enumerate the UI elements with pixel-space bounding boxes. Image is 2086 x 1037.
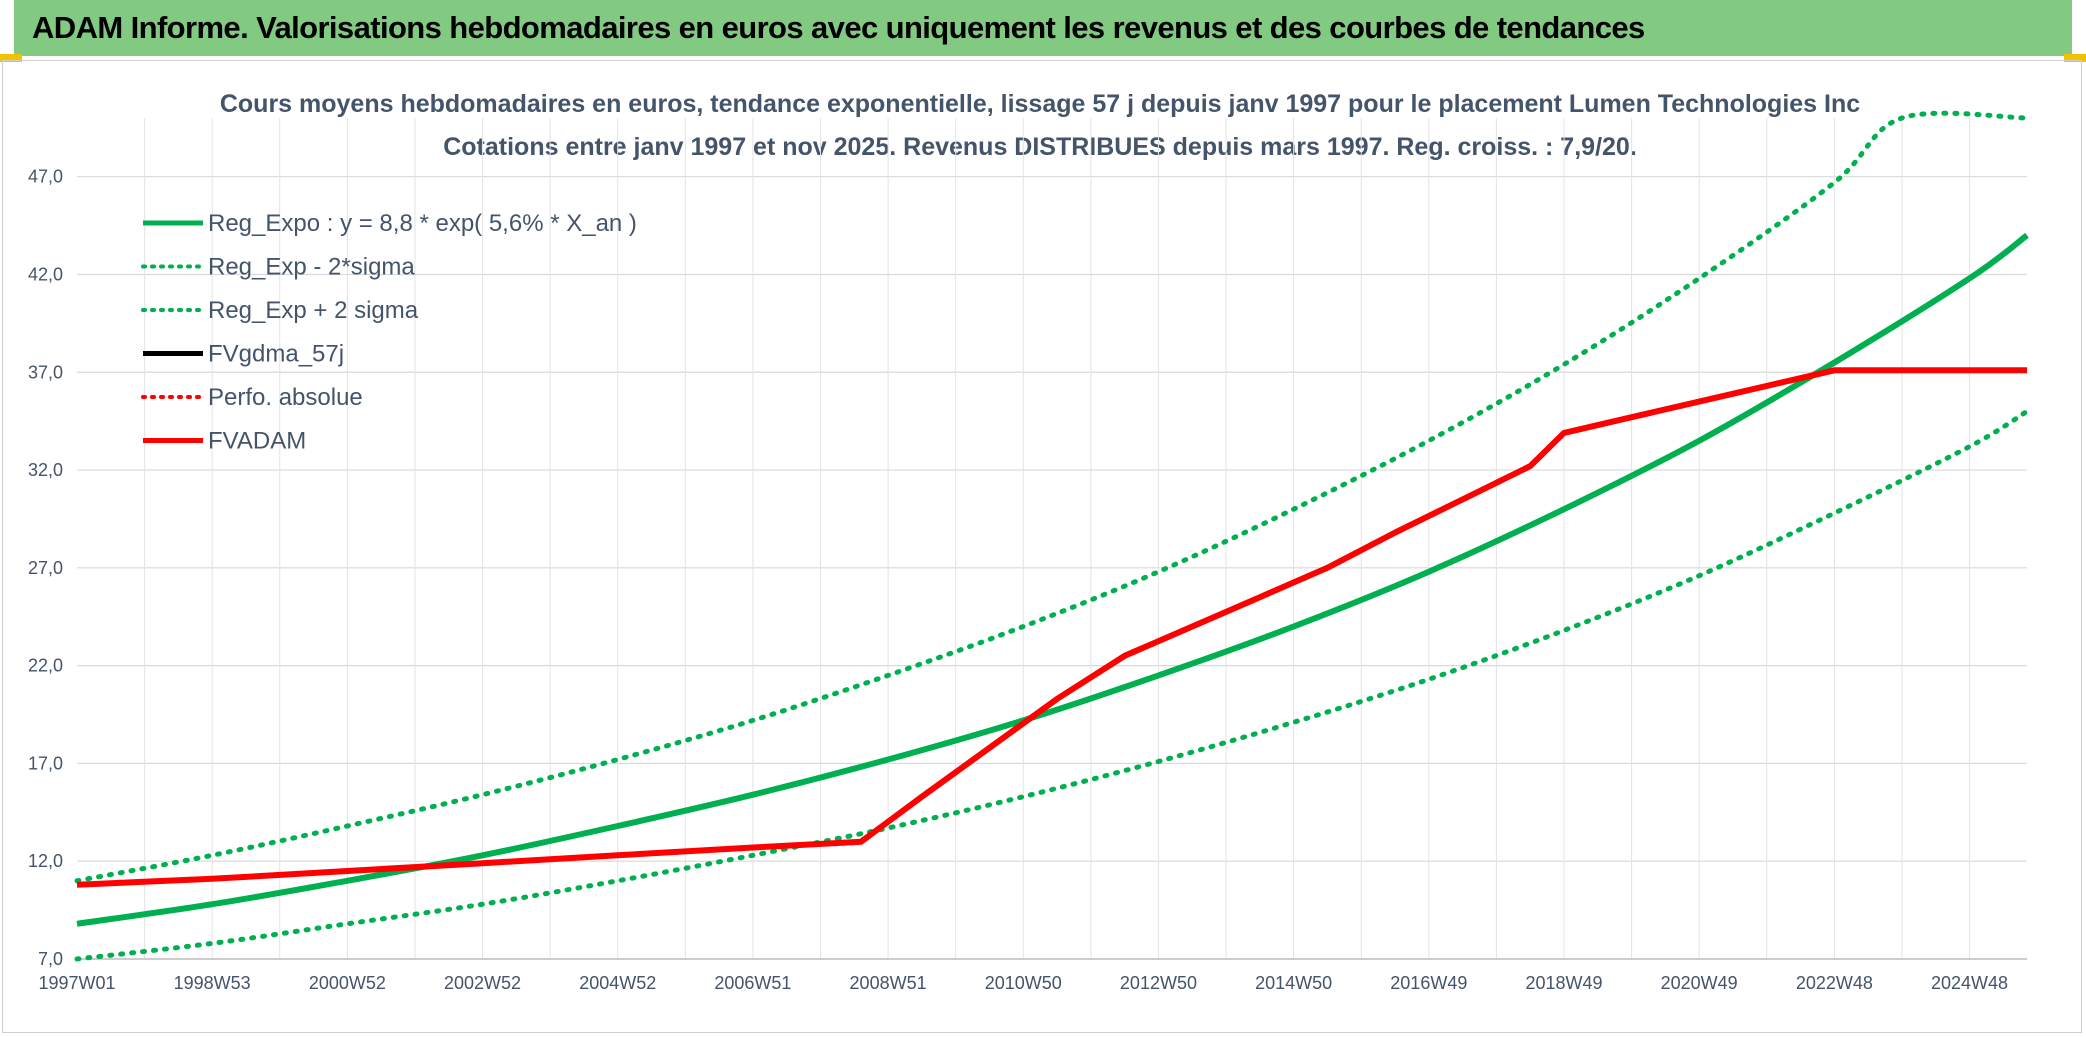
x-tick-label: 2024W48 [1931, 973, 2008, 993]
legend-label: Perfo. absolue [208, 384, 363, 411]
y-tick-label: 17,0 [28, 753, 63, 773]
x-tick-label: 1997W01 [38, 973, 115, 993]
y-tick-label: 32,0 [28, 460, 63, 480]
chart-frame [2, 60, 2082, 1033]
legend-label: FVgdma_57j [208, 341, 344, 368]
x-tick-label: 2002W52 [444, 973, 521, 993]
x-tick-label: 2004W52 [579, 973, 656, 993]
x-tick-label: 2008W51 [850, 973, 927, 993]
x-axis: 1997W01 1998W53 2000W52 2002W52 2004W52 2006W… [38, 973, 2008, 993]
report-header: ADAM Informe. Valorisations hebdomadaire… [14, 0, 2072, 56]
y-tick-label: 12,0 [28, 851, 63, 871]
legend-label: Reg_Exp + 2 sigma [208, 297, 419, 324]
x-tick-label: 2022W48 [1796, 973, 1873, 993]
y-axis: 7,0 12,0 17,0 22,0 27,0 32,0 37,0 42,0 47,0 [28, 167, 63, 969]
x-tick-label: 2020W49 [1661, 973, 1738, 993]
grid-lines [77, 118, 2027, 960]
corner-accent-right [2064, 54, 2086, 62]
corner-accent-left [0, 54, 22, 62]
x-tick-label: 2016W49 [1390, 973, 1467, 993]
chart-title: Cours moyens hebdomadaires en euros, ten… [220, 90, 1860, 118]
x-tick-label: 2014W50 [1255, 973, 1332, 993]
x-tick-label: 1998W53 [174, 973, 251, 993]
legend: Reg_Expo : y = 8,8 * exp( 5,6% * X_an ) R… [141, 210, 637, 455]
series-line [74, 408, 2030, 962]
report-title: ADAM Informe. Valorisations hebdomadaire… [32, 10, 1645, 45]
chart-subtitle: Cotations entre janv 1997 et nov 2025. R… [443, 133, 1637, 161]
y-tick-label: 37,0 [28, 362, 63, 382]
x-tick-label: 2010W50 [985, 973, 1062, 993]
series-line [76, 367, 2027, 888]
x-tick-label: 2012W50 [1120, 973, 1197, 993]
legend-label: FVADAM [208, 428, 306, 455]
series-lines [74, 110, 2030, 962]
y-tick-label: 47,0 [28, 167, 63, 187]
series-line [74, 110, 2030, 884]
legend-label: Reg_Expo : y = 8,8 * exp( 5,6% * X_an ) [208, 210, 637, 237]
y-tick-label: 22,0 [28, 656, 63, 676]
y-tick-label: 42,0 [28, 264, 63, 284]
x-tick-label: 2006W51 [714, 973, 791, 993]
y-tick-label: 7,0 [38, 949, 63, 969]
legend-label: Reg_Exp - 2*sigma [208, 254, 415, 281]
y-tick-label: 27,0 [28, 558, 63, 578]
x-tick-label: 2000W52 [309, 973, 386, 993]
x-tick-label: 2018W49 [1525, 973, 1602, 993]
